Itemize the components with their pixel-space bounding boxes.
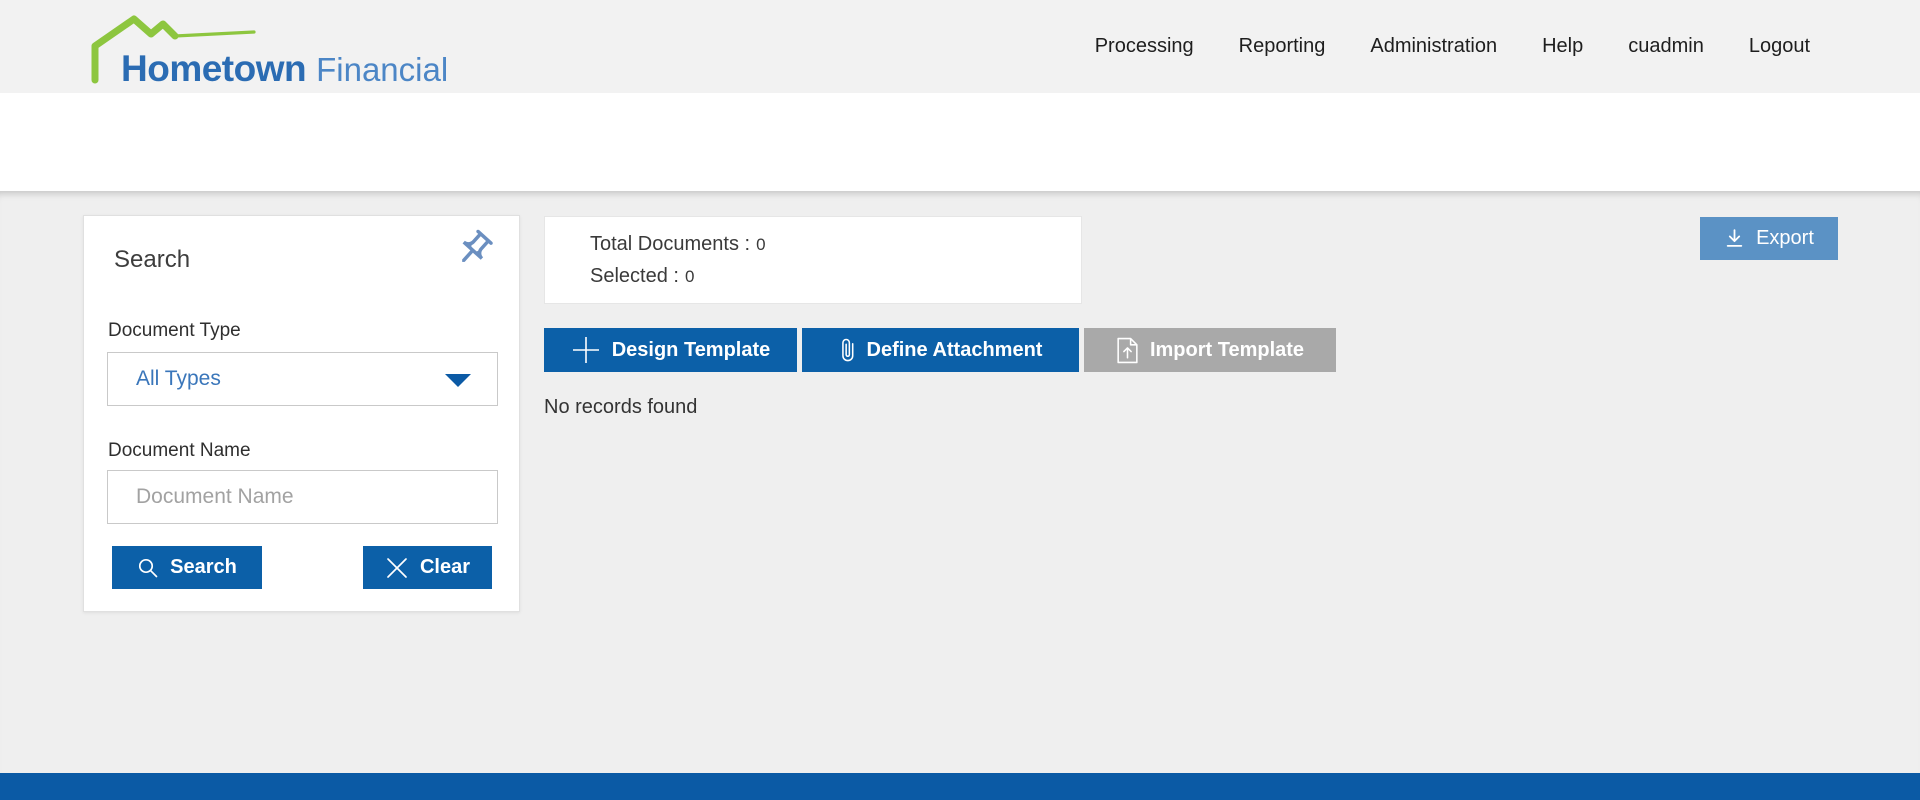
document-type-label: Document Type: [108, 320, 241, 341]
nav-item-processing[interactable]: Processing: [1094, 35, 1194, 57]
export-button[interactable]: Export: [1700, 217, 1838, 260]
document-name-input[interactable]: [107, 470, 498, 524]
nav-item-cuadmin[interactable]: cuadmin: [1628, 35, 1704, 57]
selected-line: Selected :0: [590, 265, 1081, 288]
document-name-label: Document Name: [108, 440, 251, 461]
magnifier-icon: [139, 558, 158, 577]
top-nav-bar: Hometown Financial Processing Reporting A…: [0, 0, 1920, 93]
search-button-label: Search: [170, 556, 237, 578]
define-attachment-label: Define Attachment: [866, 338, 1043, 361]
document-type-select[interactable]: All Types: [107, 352, 498, 406]
nav-item-help[interactable]: Help: [1542, 35, 1584, 57]
brand-name-primary: Hometown: [121, 48, 307, 89]
design-template-label: Design Template: [611, 338, 771, 361]
download-icon: [1726, 229, 1743, 247]
total-documents-label: Total Documents :: [590, 232, 751, 255]
nav-item-logout[interactable]: Logout: [1748, 35, 1810, 57]
document-type-selected-value: All Types: [136, 367, 221, 390]
page-title-bar: Document Maintenance (RTS) i IMM eSign: [0, 93, 1920, 253]
main-nav: Processing Reporting Administration Help…: [1095, 0, 1810, 93]
brand-name-secondary: Financial: [316, 51, 449, 88]
total-documents-line: Total Documents :0: [590, 233, 1081, 256]
house-roofline-icon: [91, 15, 256, 84]
search-button[interactable]: Search: [112, 546, 262, 589]
define-attachment-button[interactable]: Define Attachment: [802, 328, 1079, 372]
empty-results-message: No records found: [544, 396, 698, 418]
search-panel: Search Document Type All Types Document …: [83, 215, 520, 612]
paperclip-icon: [841, 338, 853, 361]
brand-logo[interactable]: Hometown Financial: [88, 6, 528, 90]
selected-value: 0: [684, 266, 695, 286]
brand-logo-text: Hometown Financial: [121, 48, 448, 90]
chevron-down-icon: [445, 374, 471, 387]
design-template-button[interactable]: Design Template: [544, 328, 797, 372]
footer-bar: [0, 773, 1920, 800]
x-icon: [387, 557, 407, 578]
nav-item-administration[interactable]: Administration: [1370, 35, 1498, 57]
total-documents-value: 0: [756, 234, 766, 254]
import-template-button[interactable]: Import Template: [1084, 328, 1336, 372]
pushpin-icon[interactable]: [453, 228, 495, 270]
main-content: Search Document Type All Types Document …: [0, 191, 1920, 773]
clear-button-label: Clear: [419, 556, 471, 578]
clear-button[interactable]: Clear: [363, 546, 492, 589]
import-document-icon: [1117, 337, 1138, 363]
selected-label: Selected :: [590, 264, 679, 287]
plus-icon: [572, 337, 599, 363]
nav-item-reporting[interactable]: Reporting: [1238, 35, 1326, 57]
search-panel-title: Search: [114, 246, 191, 273]
import-template-label: Import Template: [1149, 338, 1305, 361]
export-button-label: Export: [1756, 227, 1814, 249]
document-summary-card: Total Documents :0 Selected :0: [544, 216, 1082, 304]
